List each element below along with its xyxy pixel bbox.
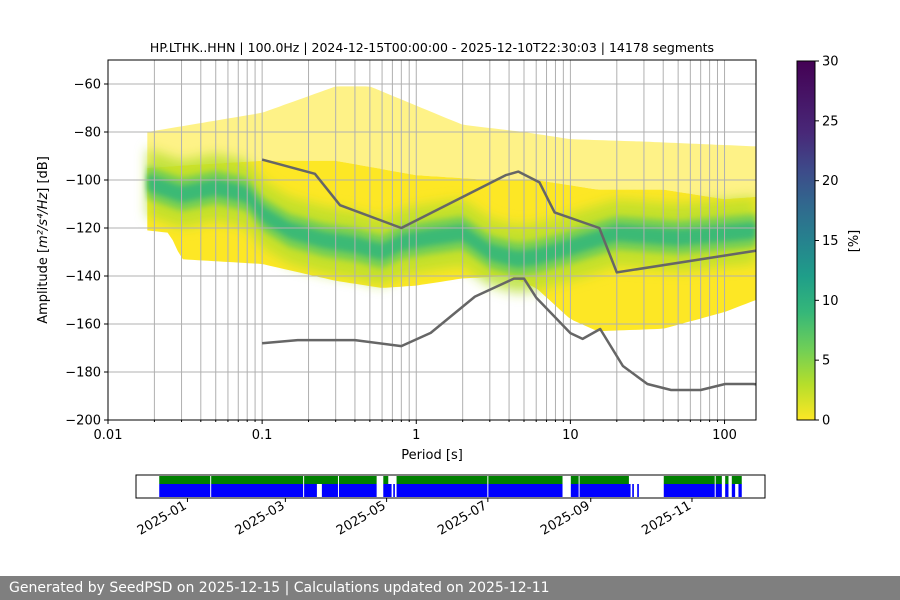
colorbar-label: [%]	[847, 230, 862, 253]
timeline-available-bar	[731, 484, 736, 497]
x-tick-label: 10	[562, 428, 579, 443]
colorbar-tick-label: 10	[822, 294, 839, 309]
timeline-available-bar	[738, 484, 742, 497]
x-tick-label: 1	[412, 428, 420, 443]
timeline-frame	[135, 474, 766, 499]
noise-model-curves	[261, 158, 756, 392]
y-axis-label-suffix: ] [dB]	[36, 156, 51, 193]
colorbar: 0 5 10 15 20 25 30 [%]	[796, 55, 862, 429]
y-axis-label-prefix: Amplitude [	[36, 248, 51, 324]
timeline-available-bar	[393, 484, 395, 497]
data-availability-timeline: 2025-01 2025-03 2025-05 2025-07 2025-09 2025-…	[135, 474, 766, 539]
timeline-tick-label: 2025-09	[538, 498, 593, 538]
colorbar-gradient	[796, 60, 816, 421]
timeline-ticks: 2025-01 2025-03 2025-05 2025-07 2025-09 2025-…	[135, 498, 694, 539]
x-tick-label: 0.1	[252, 428, 273, 443]
timeline-tick-label: 2025-11	[639, 498, 694, 538]
colorbar-tick-label: 0	[822, 414, 830, 429]
colorbar-tick-label: 15	[822, 234, 839, 249]
plot-frame	[107, 59, 757, 421]
x-tick-label: 0.01	[94, 428, 123, 443]
timeline-tick-label: 2025-03	[233, 498, 288, 538]
chart-title: HP.LTHK..HHN | 100.0Hz | 2024-12-15T00:0…	[150, 40, 714, 55]
colorbar-tick-label: 20	[822, 174, 839, 189]
timeline-bars	[159, 476, 742, 497]
timeline-available-bar	[159, 484, 317, 497]
y-tick-label: −60	[74, 78, 101, 93]
x-tick-label: 100	[712, 428, 737, 443]
density-outlier-region	[147, 86, 756, 200]
timeline-tick-label: 2025-07	[435, 498, 490, 538]
low_noise_model-curve	[261, 277, 756, 392]
density-band-core	[147, 174, 756, 268]
colorbar-tick-label: 25	[822, 114, 839, 129]
x-axis-ticks: 0.01 0.1 1 10 100	[94, 420, 737, 443]
timeline-tick-label: 2025-05	[334, 498, 389, 538]
y-tick-label: −140	[65, 270, 101, 285]
timeline-used-bar	[725, 476, 729, 484]
y-tick-label: −120	[65, 222, 101, 237]
y-tick-label: −160	[65, 318, 101, 333]
timeline-used-bar	[159, 476, 377, 484]
density-band-middle	[147, 165, 756, 276]
colorbar-tick-label: 30	[822, 55, 839, 70]
timeline-used-bar	[396, 476, 563, 484]
y-axis-ticks: −60 −80 −100 −120 −140 −160 −180 −200	[65, 78, 108, 429]
timeline-available-bar	[383, 484, 392, 497]
timeline-tick-label: 2025-01	[135, 498, 190, 538]
psd-figure: 0.01 0.1 1 10 100 −60−80−100−120−140−160−180…	[36, 40, 862, 539]
y-tick-label: −80	[74, 126, 101, 141]
colorbar-ticks: 0 5 10 15 20 25 30	[815, 55, 839, 429]
timeline-available-bar	[396, 484, 563, 497]
timeline-used-bar	[663, 476, 722, 484]
y-tick-label: −100	[65, 174, 101, 189]
timeline-available-bar	[663, 484, 722, 497]
plot-grid	[107, 60, 756, 421]
timeline-used-bar	[570, 476, 629, 484]
colorbar-tick-label: 5	[822, 354, 830, 369]
y-tick-label: −180	[65, 366, 101, 381]
timeline-available-bar	[637, 484, 639, 497]
footer-bar: Generated by SeedPSD on 2025-12-15 | Cal…	[0, 576, 900, 600]
timeline-used-bar	[731, 476, 742, 484]
y-axis-label: Amplitude [m²/s⁴/Hz] [dB]	[36, 156, 51, 324]
timeline-available-bar	[570, 484, 631, 497]
psd-plot-area: 0.01 0.1 1 10 100 −60 −80 −100 −120 −140 −160 −180…	[65, 59, 757, 443]
y-tick-label: −200	[65, 414, 101, 429]
timeline-used-bar	[383, 476, 389, 484]
y-axis-label-units: m²/s⁴/Hz	[36, 192, 51, 248]
footer-text: Generated by SeedPSD on 2025-12-15 | Cal…	[9, 580, 550, 596]
x-axis-label: Period [s]	[401, 448, 463, 463]
timeline-available-bar	[321, 484, 377, 497]
timeline-available-bar	[725, 484, 729, 497]
psd-density-heatmap	[147, 86, 756, 332]
high_noise_model-curve	[261, 158, 756, 274]
timeline-available-bar	[632, 484, 634, 497]
